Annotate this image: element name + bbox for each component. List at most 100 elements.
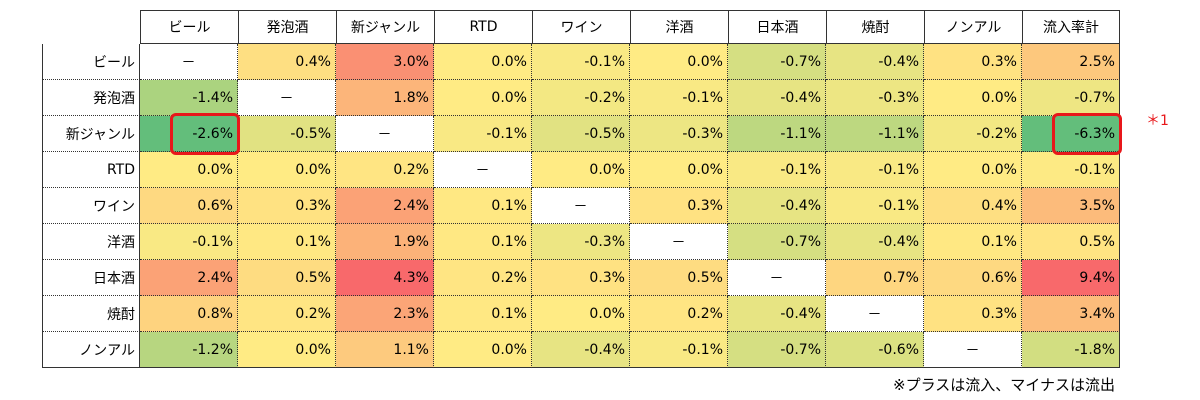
- cell: 0.0%: [434, 80, 532, 116]
- cell: －: [532, 188, 630, 224]
- cell: -0.1%: [532, 44, 630, 80]
- cell: 2.3%: [336, 296, 434, 332]
- cell: 0.0%: [238, 152, 336, 188]
- cell: -1.1%: [826, 116, 924, 152]
- cell: 3.5%: [1022, 188, 1120, 224]
- cell: -0.5%: [532, 116, 630, 152]
- cell: 0.1%: [238, 224, 336, 260]
- cell: 0.3%: [238, 188, 336, 224]
- cell: -0.1%: [826, 188, 924, 224]
- cell: -0.3%: [630, 116, 728, 152]
- annotation: ＊1: [1146, 113, 1169, 129]
- cell: －: [238, 80, 336, 116]
- cell: 1.1%: [336, 332, 434, 368]
- cell: 2.5%: [1022, 44, 1120, 80]
- cell: 0.1%: [434, 296, 532, 332]
- cell: 0.2%: [630, 296, 728, 332]
- column-header: 日本酒: [728, 10, 826, 44]
- row-label: 洋酒: [42, 224, 140, 260]
- column-header: 新ジャンル: [336, 10, 434, 44]
- cell: -0.7%: [728, 332, 826, 368]
- cell: 0.0%: [924, 152, 1022, 188]
- cell: -0.1%: [1022, 152, 1120, 188]
- cell: －: [434, 152, 532, 188]
- cell: -0.4%: [532, 332, 630, 368]
- cell: 0.1%: [434, 224, 532, 260]
- cell: -0.7%: [728, 224, 826, 260]
- column-header: ビール: [140, 10, 238, 44]
- row-label: 発泡酒: [42, 80, 140, 116]
- cell: -0.3%: [826, 80, 924, 116]
- cell: -0.4%: [826, 44, 924, 80]
- column-header: 流入率計: [1022, 10, 1120, 44]
- highlight: [170, 113, 240, 155]
- cell: 0.0%: [532, 152, 630, 188]
- row-label: ワイン: [42, 188, 140, 224]
- cell: －: [826, 296, 924, 332]
- cell: 0.2%: [434, 260, 532, 296]
- cell: 0.4%: [238, 44, 336, 80]
- cell: 0.0%: [140, 152, 238, 188]
- column-header: 洋酒: [630, 10, 728, 44]
- cell: －: [924, 332, 1022, 368]
- cell: -2.6%: [140, 116, 238, 152]
- row-label: ノンアル: [42, 332, 140, 368]
- cell: -0.4%: [728, 188, 826, 224]
- cell: -0.1%: [140, 224, 238, 260]
- cell: 0.2%: [238, 296, 336, 332]
- cell: 0.6%: [140, 188, 238, 224]
- cell: -1.2%: [140, 332, 238, 368]
- cell: 0.1%: [924, 224, 1022, 260]
- cell: 2.4%: [140, 260, 238, 296]
- cell: -0.5%: [238, 116, 336, 152]
- cell: -0.7%: [1022, 80, 1120, 116]
- cell: 9.4%: [1022, 260, 1120, 296]
- cell: 0.5%: [238, 260, 336, 296]
- cell: －: [140, 44, 238, 80]
- cell: 3.0%: [336, 44, 434, 80]
- row-label: ビール: [42, 44, 140, 80]
- column-header: 発泡酒: [238, 10, 336, 44]
- row-label: 焼酎: [42, 296, 140, 332]
- cell: -0.1%: [826, 152, 924, 188]
- cell: －: [336, 116, 434, 152]
- cell: 0.4%: [924, 188, 1022, 224]
- cell: 3.4%: [1022, 296, 1120, 332]
- cell: 0.0%: [924, 80, 1022, 116]
- cell: 0.3%: [532, 260, 630, 296]
- cell: -0.2%: [924, 116, 1022, 152]
- cell: -0.4%: [728, 80, 826, 116]
- column-header: 焼酎: [826, 10, 924, 44]
- cell: -0.7%: [728, 44, 826, 80]
- cell: -0.4%: [728, 296, 826, 332]
- column-header: ワイン: [532, 10, 630, 44]
- column-header: ノンアル: [924, 10, 1022, 44]
- cell: －: [728, 260, 826, 296]
- column-header: RTD: [434, 10, 532, 44]
- cell: 0.2%: [336, 152, 434, 188]
- cell: -0.2%: [532, 80, 630, 116]
- cell: 0.3%: [924, 296, 1022, 332]
- cell: 0.0%: [434, 44, 532, 80]
- cell: 1.9%: [336, 224, 434, 260]
- cell: -0.4%: [826, 224, 924, 260]
- footnote: ※プラスは流入、マイナスは流出: [893, 376, 1115, 394]
- cell: -0.1%: [630, 80, 728, 116]
- cell: -0.1%: [728, 152, 826, 188]
- cell: 0.6%: [924, 260, 1022, 296]
- highlight: [1052, 113, 1122, 155]
- cell: -0.3%: [532, 224, 630, 260]
- cell: 4.3%: [336, 260, 434, 296]
- cell: 0.0%: [434, 332, 532, 368]
- cell: 0.0%: [238, 332, 336, 368]
- cell: 0.7%: [826, 260, 924, 296]
- cell: -1.8%: [1022, 332, 1120, 368]
- cell: 0.0%: [630, 44, 728, 80]
- cell: 0.1%: [434, 188, 532, 224]
- cell: -1.1%: [728, 116, 826, 152]
- row-label: RTD: [42, 152, 140, 188]
- cell: 0.3%: [630, 188, 728, 224]
- cell: 0.0%: [630, 152, 728, 188]
- cell: 0.8%: [140, 296, 238, 332]
